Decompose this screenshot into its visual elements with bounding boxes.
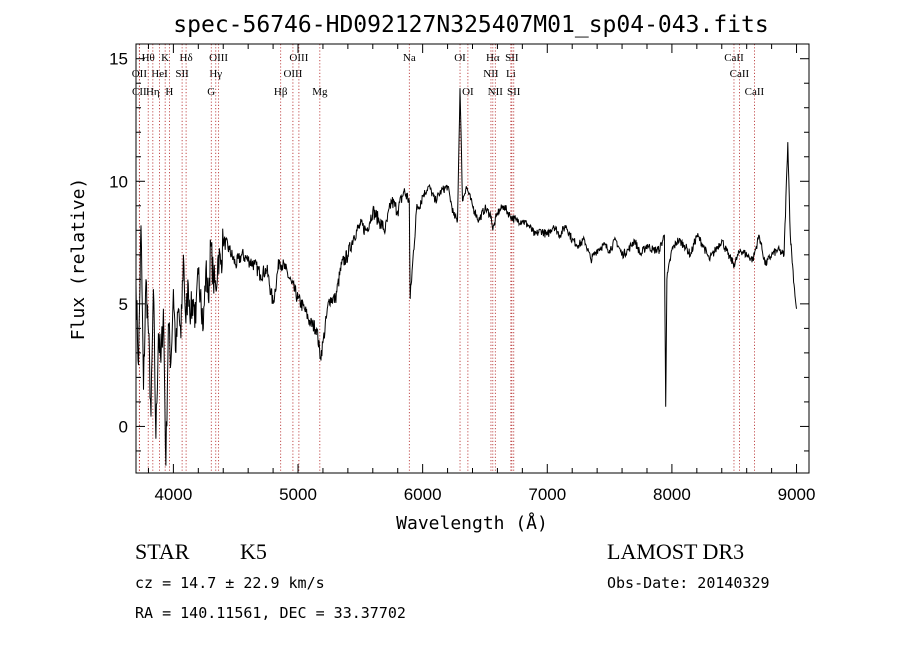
chart-title: spec-56746-HD092127N325407M01_sp04-043.f… [173, 12, 768, 38]
y-tick-label: 15 [109, 50, 128, 69]
spectral-line-label: OIII [289, 52, 308, 64]
spectral-line-label: K [161, 52, 169, 64]
flux-series-line [135, 88, 797, 466]
spectral-line-label: OIII [283, 68, 302, 80]
object-class: STAR [135, 539, 190, 564]
y-tick-label: 5 [119, 295, 128, 314]
y-tick-label: 10 [109, 172, 128, 191]
spectral-line-label: H [165, 86, 173, 98]
survey-name: LAMOST DR3 [607, 539, 745, 564]
spectral-line-label: CaII [730, 68, 750, 80]
x-tick-label: 6000 [404, 485, 442, 504]
spectral-line-label: CII [132, 86, 147, 98]
spectral-line-label: Na [403, 52, 416, 64]
axis-ticks: 4000 5000 6000 7000 8000 9000 0 5 10 15 [109, 44, 815, 504]
spectral-line-label: SII [175, 68, 189, 80]
spectral-line-label: G [207, 86, 215, 98]
x-tick-label: 4000 [154, 485, 192, 504]
spectral-line-label: NII [483, 68, 499, 80]
spectral-line-label: Mg [312, 86, 328, 98]
x-axis-label: Wavelength (Å) [396, 512, 548, 534]
spectral-line-label: HeI [151, 68, 168, 80]
spectral-line-label: Hβ [274, 86, 288, 98]
spectral-line-label: OIII [209, 52, 228, 64]
spectral-line-label: Hα [486, 52, 500, 64]
spectral-line-label: NII [488, 86, 504, 98]
x-tick-label: 8000 [653, 485, 691, 504]
spectral-line-label: CaII [724, 52, 744, 64]
x-tick-label: 7000 [528, 485, 566, 504]
redshift-value: cz = 14.7 ± 22.9 km/s [135, 574, 325, 592]
spectral-line-label: Hγ [209, 68, 222, 80]
spectral-line-label: CaII [745, 86, 765, 98]
plot-frame [135, 43, 810, 474]
spectral-line-label: Hη [146, 86, 160, 98]
coordinates: RA = 140.11561, DEC = 33.37702 [135, 604, 406, 622]
object-subclass: K5 [240, 539, 267, 564]
spectral-line-label: Hθ [142, 52, 155, 64]
spectral-line-label: SII [505, 52, 519, 64]
spectral-line-label: Li [506, 68, 516, 80]
x-tick-label: 9000 [778, 485, 816, 504]
observation-date: Obs-Date: 20140329 [607, 574, 770, 592]
y-tick-label: 0 [119, 417, 128, 436]
spectral-line-label: SII [507, 86, 521, 98]
spectral-line-label: Hδ [180, 52, 193, 64]
y-axis-label: Flux (relative) [68, 178, 89, 341]
spectral-line-label: OI [454, 52, 466, 64]
spectral-line-label: OI [462, 86, 474, 98]
x-tick-label: 5000 [279, 485, 317, 504]
